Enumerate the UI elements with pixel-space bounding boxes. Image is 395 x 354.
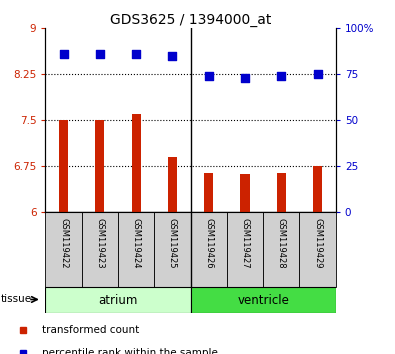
Bar (263, 212, 299, 287)
Bar (227, 212, 263, 287)
Bar (45, 287, 190, 313)
Bar (299, 212, 336, 287)
Point (278, 73, 284, 79)
Point (133, 51, 139, 57)
Bar (82, 212, 118, 287)
Bar (95, 120, 104, 212)
Bar (168, 157, 177, 212)
Bar (313, 166, 322, 212)
Point (205, 73, 212, 79)
Text: GSM119429: GSM119429 (313, 218, 322, 269)
Text: tissue: tissue (1, 295, 32, 304)
Point (169, 53, 176, 59)
Bar (59, 120, 68, 212)
Bar (118, 212, 154, 287)
Text: percentile rank within the sample: percentile rank within the sample (42, 348, 218, 354)
Point (314, 72, 321, 77)
Text: GSM119427: GSM119427 (241, 218, 250, 269)
Text: GSM119425: GSM119425 (168, 218, 177, 269)
Point (242, 75, 248, 81)
Bar (277, 172, 286, 212)
Text: transformed count: transformed count (42, 325, 139, 335)
Text: GSM119423: GSM119423 (95, 218, 104, 269)
Text: GSM119426: GSM119426 (204, 218, 213, 269)
Bar (132, 114, 141, 212)
Bar (45, 212, 82, 287)
Bar (154, 212, 191, 287)
Text: GSM119424: GSM119424 (132, 218, 141, 269)
Bar (190, 287, 336, 313)
Point (97, 51, 103, 57)
Bar (241, 174, 250, 212)
Text: GSM119428: GSM119428 (277, 218, 286, 269)
Bar (190, 212, 227, 287)
Text: ventricle: ventricle (237, 293, 289, 307)
Text: atrium: atrium (98, 293, 138, 307)
Bar (204, 172, 213, 212)
Title: GDS3625 / 1394000_at: GDS3625 / 1394000_at (110, 13, 271, 27)
Point (60, 51, 67, 57)
Text: GSM119422: GSM119422 (59, 218, 68, 269)
